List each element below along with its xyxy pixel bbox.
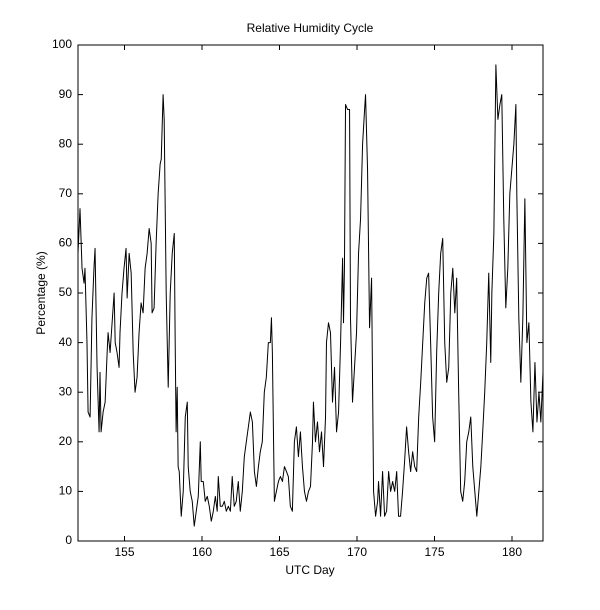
data-line [77,64,544,527]
y-tick-label: 20 [59,434,73,448]
y-tick-label: 30 [59,384,73,398]
x-tick-label: 155 [114,545,134,559]
x-tick-label: 175 [424,545,444,559]
chart-title: Relative Humidity Cycle [247,21,374,35]
x-tick-label: 165 [269,545,289,559]
x-tick-label: 160 [192,545,212,559]
y-tick-label: 70 [59,186,73,200]
y-tick-label: 90 [59,87,73,101]
y-tick-label: 60 [59,236,73,250]
y-tick-label: 0 [65,533,72,547]
y-tick-label: 40 [59,335,73,349]
y-tick-label: 100 [52,37,72,51]
y-tick-label: 50 [59,285,73,299]
x-tick-label: 180 [502,545,522,559]
x-axis-label: UTC Day [285,563,334,577]
y-tick-label: 80 [59,136,73,150]
y-axis-label: Percentage (%) [34,251,48,334]
y-tick-label: 10 [59,484,73,498]
x-tick-label: 170 [347,545,367,559]
